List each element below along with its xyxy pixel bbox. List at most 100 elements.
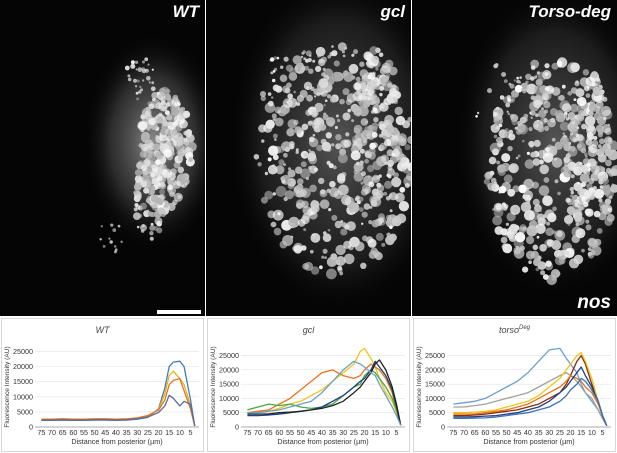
y-tick-label: 20000 <box>219 365 239 374</box>
fluorescent-granule <box>534 85 538 90</box>
fluorescent-granule <box>339 271 344 276</box>
fluorescent-granule <box>124 65 130 71</box>
fluorescent-granule <box>381 242 386 247</box>
fluorescent-granule <box>552 206 557 212</box>
fluorescent-granule <box>112 228 117 233</box>
fluorescent-granule <box>312 109 319 117</box>
fluorescent-granule <box>284 190 294 200</box>
fluorescent-granule <box>588 110 594 117</box>
fluorescent-granule <box>517 124 528 135</box>
fluorescent-granule <box>113 245 117 248</box>
x-tick-label: 70 <box>48 428 56 437</box>
fluorescent-granule <box>588 144 598 154</box>
fluorescent-granule <box>604 136 613 145</box>
fluorescent-granule <box>273 227 282 236</box>
fluorescent-granule <box>404 144 411 151</box>
fluorescent-granule <box>530 151 536 158</box>
fluorescent-granule <box>178 156 184 162</box>
fluorescent-granule <box>587 167 591 171</box>
y-tick-label: 15000 <box>13 377 33 386</box>
fluorescent-granule <box>398 201 410 212</box>
fluorescent-granule <box>267 157 272 162</box>
fluorescent-granule <box>331 143 335 147</box>
fluorescent-granule <box>395 115 406 126</box>
x-tick-label: 35 <box>329 428 337 437</box>
fluorescent-granule <box>530 116 533 120</box>
fluorescent-granule <box>277 109 281 114</box>
fluorescent-granule <box>353 124 363 134</box>
fluorescent-granule <box>297 102 300 106</box>
fluorescent-granule <box>165 88 171 94</box>
fluorescent-granule <box>272 154 279 161</box>
fluorescent-granule <box>343 253 355 265</box>
fluorescent-granule <box>300 161 307 168</box>
fluorescent-granule <box>293 90 297 94</box>
fluorescent-granule <box>151 92 159 99</box>
fluorescent-granule <box>582 69 590 76</box>
fluorescent-granule <box>352 139 358 145</box>
x-tick-label: 65 <box>265 428 273 437</box>
fluorescent-granule <box>407 116 411 123</box>
fluorescent-granule <box>159 188 166 195</box>
fluorescent-granule <box>518 226 526 234</box>
fluorescent-granule <box>508 133 516 141</box>
fluorescent-granule <box>392 140 398 146</box>
fluorescent-granule <box>533 139 541 147</box>
fluorescent-granule <box>331 214 338 221</box>
fluorescent-granule <box>326 268 337 280</box>
fluorescent-granule <box>367 80 377 91</box>
fluorescent-granule <box>532 158 541 166</box>
fluorescent-granule <box>307 111 310 115</box>
fluorescent-granule <box>560 166 569 175</box>
fluorescent-granule <box>99 238 102 241</box>
fluorescent-granule <box>274 138 277 141</box>
fluorescent-granule <box>281 141 292 152</box>
fluorescent-granule <box>136 97 140 101</box>
fluorescent-granule <box>371 219 380 228</box>
fluorescent-granule <box>360 262 367 269</box>
fluorescent-granule <box>602 184 607 188</box>
fluorescent-granule <box>364 158 369 164</box>
fluorescent-granule <box>378 52 384 58</box>
fluorescent-granule <box>350 150 361 161</box>
fluorescent-granule <box>530 76 535 81</box>
fluorescent-granule <box>383 191 388 196</box>
fluorescent-granule <box>525 80 529 85</box>
fluorescent-granule <box>539 244 547 252</box>
fluorescent-granule <box>156 91 160 95</box>
fluorescent-granule <box>557 191 561 196</box>
fluorescent-granule <box>283 56 289 62</box>
fluorescent-granule <box>369 64 374 69</box>
fluorescent-granule <box>573 207 582 216</box>
fluorescent-granule <box>514 232 526 243</box>
fluorescent-granule <box>318 123 327 131</box>
fluorescent-granule <box>368 72 376 80</box>
x-tick-label: 55 <box>492 428 500 437</box>
fluorescent-granule <box>302 50 306 54</box>
fluorescent-granule <box>544 125 550 131</box>
x-tick-label: 30 <box>545 428 553 437</box>
fluorescent-granule <box>292 55 302 65</box>
panel-label-torso-deg: Torso-deg <box>528 2 611 21</box>
fluorescent-granule <box>488 156 497 165</box>
fluorescent-granule <box>386 214 392 221</box>
fluorescent-granule <box>334 220 343 229</box>
fluorescent-granule <box>133 183 142 191</box>
fluorescent-granule <box>544 71 549 76</box>
fluorescent-granule <box>335 244 346 256</box>
fluorescent-granule <box>576 142 586 152</box>
fluorescent-granule <box>329 180 336 188</box>
fluorescent-granule <box>158 183 162 187</box>
fluorescent-granule <box>497 167 506 176</box>
fluorescent-granule <box>476 111 480 115</box>
fluorescent-granule <box>365 120 368 124</box>
fluorescent-granule <box>535 267 540 272</box>
fluorescent-granule <box>365 92 373 101</box>
x-tick-label: 40 <box>112 428 120 437</box>
panel-label-wt: WT <box>172 2 199 21</box>
fluorescent-granule <box>147 195 151 199</box>
fluorescent-granule <box>164 110 170 116</box>
fluorescent-granule <box>508 163 519 174</box>
fluorescent-granule <box>335 143 342 150</box>
line-chart-torso-deg: 0 5000 10000 15000 20000 25000 75 70 65 60 55 50 45 4… <box>416 346 611 446</box>
